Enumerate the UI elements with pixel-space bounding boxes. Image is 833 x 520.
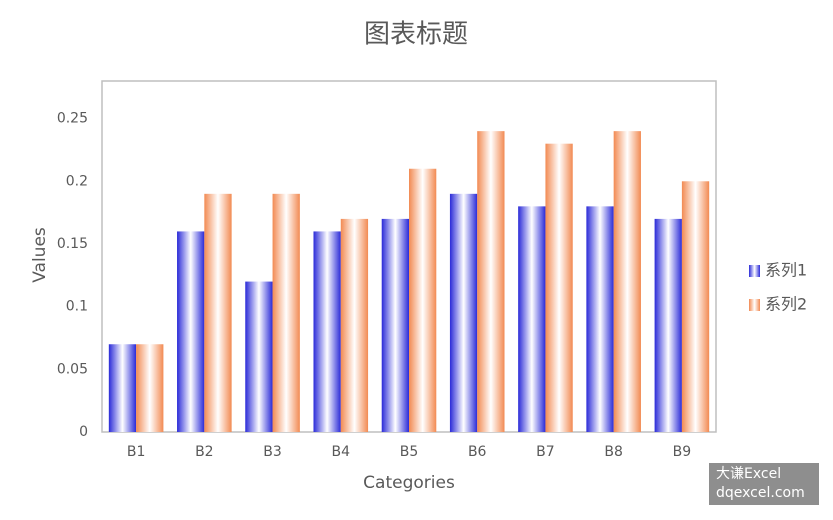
- x-tick-label: B7: [536, 444, 555, 460]
- legend-label: 系列2: [765, 295, 807, 314]
- bar: [449, 193, 478, 432]
- y-tick-label: 0.2: [66, 173, 88, 189]
- watermark: dqexcel.com: [716, 485, 805, 501]
- watermark-box: [709, 463, 819, 505]
- x-tick-label: B1: [127, 444, 146, 460]
- y-tick-label: 0.15: [57, 236, 88, 252]
- chart-title: 图表标题: [364, 20, 468, 50]
- legend-label: 系列1: [765, 261, 807, 280]
- bar: [681, 181, 710, 432]
- bar: [272, 193, 300, 432]
- bar: [545, 143, 573, 432]
- bar: [136, 344, 164, 432]
- bar: [613, 131, 641, 432]
- y-tick-label: 0.05: [57, 361, 88, 377]
- y-axis-title: Values: [30, 227, 50, 283]
- x-tick-label: B5: [400, 444, 419, 460]
- x-tick-label: B4: [332, 444, 351, 460]
- bar: [654, 218, 682, 432]
- bar: [518, 206, 546, 432]
- y-tick-label: 0.1: [66, 299, 88, 315]
- x-tick-label: B8: [604, 444, 623, 460]
- bar: [381, 218, 409, 432]
- legend-marker: [749, 299, 760, 311]
- x-tick-label: B9: [673, 444, 692, 460]
- bar: [586, 206, 614, 432]
- bar: [477, 131, 505, 432]
- bar: [204, 193, 232, 432]
- legend-marker: [749, 265, 760, 277]
- bar: [313, 231, 341, 432]
- x-axis-title: Categories: [363, 473, 455, 493]
- bar: [409, 168, 437, 432]
- x-tick-label: B3: [263, 444, 282, 460]
- y-tick-label: 0.25: [57, 111, 88, 127]
- y-tick-label: 0: [79, 424, 88, 440]
- bar: [108, 344, 137, 432]
- x-tick-label: B6: [468, 444, 487, 460]
- bar: [177, 231, 205, 432]
- x-tick-label: B2: [195, 444, 214, 460]
- bar: [245, 281, 273, 432]
- bar: [340, 218, 369, 432]
- watermark: 大谦Excel: [716, 466, 781, 482]
